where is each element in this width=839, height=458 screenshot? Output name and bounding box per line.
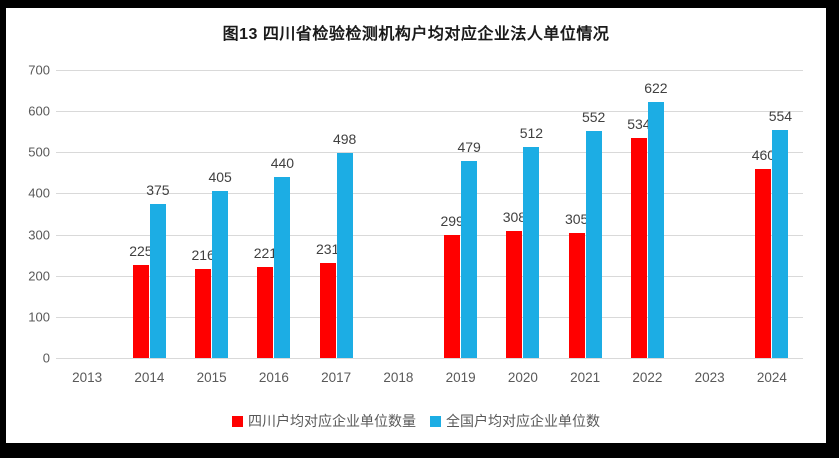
gridline-600 <box>56 111 803 113</box>
gridline-0 <box>56 358 803 359</box>
y-tick-label-500: 500 <box>28 144 50 160</box>
data-label-series1-2019: 299 <box>440 212 464 229</box>
data-label-series1-2020: 308 <box>502 209 527 226</box>
chart-container: 图13 四川省检验检测机构户均对应企业法人单位情况 0 100 200 300 400 5… <box>6 8 826 443</box>
bar-series2-2019 <box>461 160 478 358</box>
legend-marker-icon <box>430 415 441 427</box>
data-label-series2-2019: 479 <box>457 138 481 155</box>
plot-area: 225 375 216 405 221 440 231 498 299 479 308 512 305 5… <box>56 70 803 359</box>
bar-series1-2016 <box>257 267 274 358</box>
x-tick-label-2021: 2021 <box>570 370 601 385</box>
y-tick-label-400: 400 <box>28 185 50 201</box>
bar-series1-2015 <box>195 269 212 358</box>
bar-series2-2017 <box>336 153 353 358</box>
y-tick-label-300: 300 <box>28 227 50 243</box>
bar-series1-2017 <box>319 262 336 358</box>
y-tick-label-0: 0 <box>42 350 50 366</box>
data-label-series2-2024: 554 <box>768 108 793 125</box>
bar-series2-2020 <box>523 147 540 358</box>
legend-label-series1: 四川户均对应企业单位数量 <box>248 413 416 429</box>
bar-series1-2024 <box>755 168 772 358</box>
legend-item-series2: 全国户均对应企业单位数 <box>430 411 600 431</box>
bar-series2-2014 <box>149 203 166 358</box>
gridline-500 <box>56 152 803 154</box>
x-tick-label-2018: 2018 <box>383 370 414 385</box>
data-label-series1-2014: 225 <box>129 243 153 260</box>
bar-series2-2022 <box>647 102 664 358</box>
data-label-series2-2021: 552 <box>581 108 606 125</box>
data-label-series2-2014: 375 <box>146 181 170 198</box>
x-tick-label-2019: 2019 <box>445 370 476 385</box>
gridline-700 <box>56 70 803 71</box>
x-tick-label-2020: 2020 <box>507 370 538 385</box>
bar-series1-2019 <box>444 234 461 358</box>
gridline-200 <box>56 275 803 277</box>
x-tick-label-2013: 2013 <box>72 370 103 385</box>
gridline-400 <box>56 193 803 195</box>
x-tick-label-2014: 2014 <box>134 370 165 385</box>
y-tick-label-200: 200 <box>28 268 50 284</box>
y-axis: 0 100 200 300 400 500 600 700 <box>6 63 50 366</box>
data-label-series2-2020: 512 <box>519 125 544 142</box>
legend: 四川户均对应企业单位数量 全国户均对应企业单位数 <box>6 411 826 431</box>
data-label-series1-2022: 534 <box>627 116 651 133</box>
data-label-series1-2016: 221 <box>253 245 278 262</box>
data-label-series1-2021: 305 <box>564 210 589 227</box>
x-tick-label-2015: 2015 <box>196 370 227 385</box>
data-label-series2-2015: 405 <box>208 169 232 186</box>
bar-series1-2020 <box>506 231 523 358</box>
data-label-series2-2016: 440 <box>270 154 295 171</box>
legend-marker-icon <box>232 415 243 427</box>
data-label-series1-2024: 460 <box>751 146 776 163</box>
bar-series1-2022 <box>630 138 647 358</box>
gridline-100 <box>56 316 803 318</box>
data-label-series2-2017: 498 <box>332 131 357 148</box>
bar-series2-2015 <box>212 191 229 358</box>
legend-item-series1: 四川户均对应企业单位数量 <box>232 411 416 431</box>
bar-series2-2021 <box>585 130 602 358</box>
data-label-series2-2022: 622 <box>644 80 668 97</box>
x-tick-label-2016: 2016 <box>258 370 289 385</box>
bar-series2-2016 <box>274 176 291 358</box>
bar-series2-2024 <box>772 130 789 358</box>
y-tick-label-100: 100 <box>28 309 50 325</box>
y-tick-label-700: 700 <box>28 62 50 78</box>
y-tick-label-600: 600 <box>28 103 50 119</box>
legend-label-series2: 全国户均对应企业单位数 <box>446 413 600 429</box>
x-tick-label-2017: 2017 <box>321 370 352 385</box>
bar-series1-2014 <box>132 265 149 358</box>
x-axis: 2013 2014 2015 2016 2017 2018 2019 2020 2021 2022… <box>56 370 803 388</box>
x-tick-label-2022: 2022 <box>632 370 663 385</box>
data-label-series1-2015: 216 <box>191 247 215 264</box>
data-label-series1-2017: 231 <box>315 240 340 257</box>
x-tick-label-2023: 2023 <box>694 370 725 385</box>
chart-title: 图13 四川省检验检测机构户均对应企业法人单位情况 <box>222 26 610 43</box>
gridline-300 <box>56 234 803 236</box>
x-tick-label-2024: 2024 <box>756 370 787 385</box>
bar-series1-2021 <box>568 232 585 358</box>
